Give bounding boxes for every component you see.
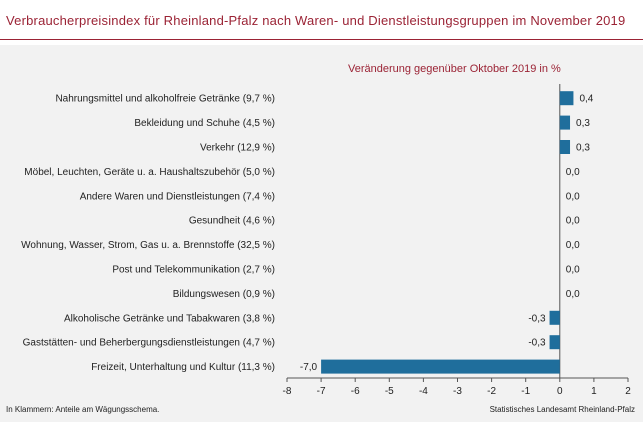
chart-panel <box>0 45 643 422</box>
category-label: Bekleidung und Schuhe (4,5 %) <box>134 118 275 129</box>
data-label: 0,0 <box>566 167 580 178</box>
bar <box>549 335 560 350</box>
bar <box>559 91 574 106</box>
category-label: Gaststätten- und Beherbergungsdienstleis… <box>23 338 275 349</box>
chart-subtitle: Veränderung gegenüber Oktober 2019 in % <box>348 63 561 75</box>
data-label: 0,0 <box>566 289 580 300</box>
data-label: 0,3 <box>576 143 590 154</box>
category-label: Gesundheit (4,6 %) <box>189 216 275 227</box>
x-tick-label: -5 <box>385 386 394 397</box>
x-tick-label: 2 <box>625 386 631 397</box>
category-label: Wohnung, Wasser, Strom, Gas u. a. Brenns… <box>21 240 275 251</box>
title-divider <box>0 39 643 40</box>
x-tick-label: 1 <box>591 386 597 397</box>
data-label: 0,0 <box>566 191 580 202</box>
source-note: Statistisches Landesamt Rheinland-Pfalz <box>489 405 635 414</box>
data-label: -7,0 <box>300 362 318 373</box>
category-label: Freizeit, Unterhaltung und Kultur (11,3 … <box>91 362 275 373</box>
category-label: Verkehr (12,9 %) <box>200 143 275 154</box>
x-tick-label: -4 <box>419 386 428 397</box>
category-label: Andere Waren und Dienstleistungen (7,4 %… <box>80 191 275 202</box>
x-tick-label: 0 <box>557 386 563 397</box>
data-label: -0,3 <box>528 338 546 349</box>
data-label: 0,4 <box>579 94 593 105</box>
data-label: 0,0 <box>566 265 580 276</box>
bar <box>559 140 571 154</box>
data-label: 0,3 <box>576 118 590 129</box>
footnote: In Klammern: Anteile am Wägungsschema. <box>6 405 160 414</box>
category-label: Bildungswesen (0,9 %) <box>173 289 275 300</box>
category-label: Möbel, Leuchten, Geräte u. a. Haushaltsz… <box>24 167 275 178</box>
x-tick-label: -1 <box>521 386 530 397</box>
x-tick-label: -3 <box>453 386 462 397</box>
bar <box>549 310 560 325</box>
chart-title: Verbraucherpreisindex für Rheinland-Pfal… <box>6 13 626 28</box>
category-label: Alkoholische Getränke und Tabakwaren (3,… <box>64 313 275 324</box>
x-tick-label: -2 <box>487 386 496 397</box>
data-label: 0,0 <box>566 240 580 251</box>
category-label: Post und Telekommunikation (2,7 %) <box>112 265 275 276</box>
x-tick-label: -8 <box>283 386 292 397</box>
bar <box>321 359 560 374</box>
x-tick-label: -6 <box>351 386 360 397</box>
category-label: Nahrungsmittel und alkoholfreie Getränke… <box>55 94 275 105</box>
data-label: -0,3 <box>528 313 546 324</box>
bar <box>559 115 571 130</box>
x-tick-label: -7 <box>317 386 326 397</box>
data-label: 0,0 <box>566 216 580 227</box>
